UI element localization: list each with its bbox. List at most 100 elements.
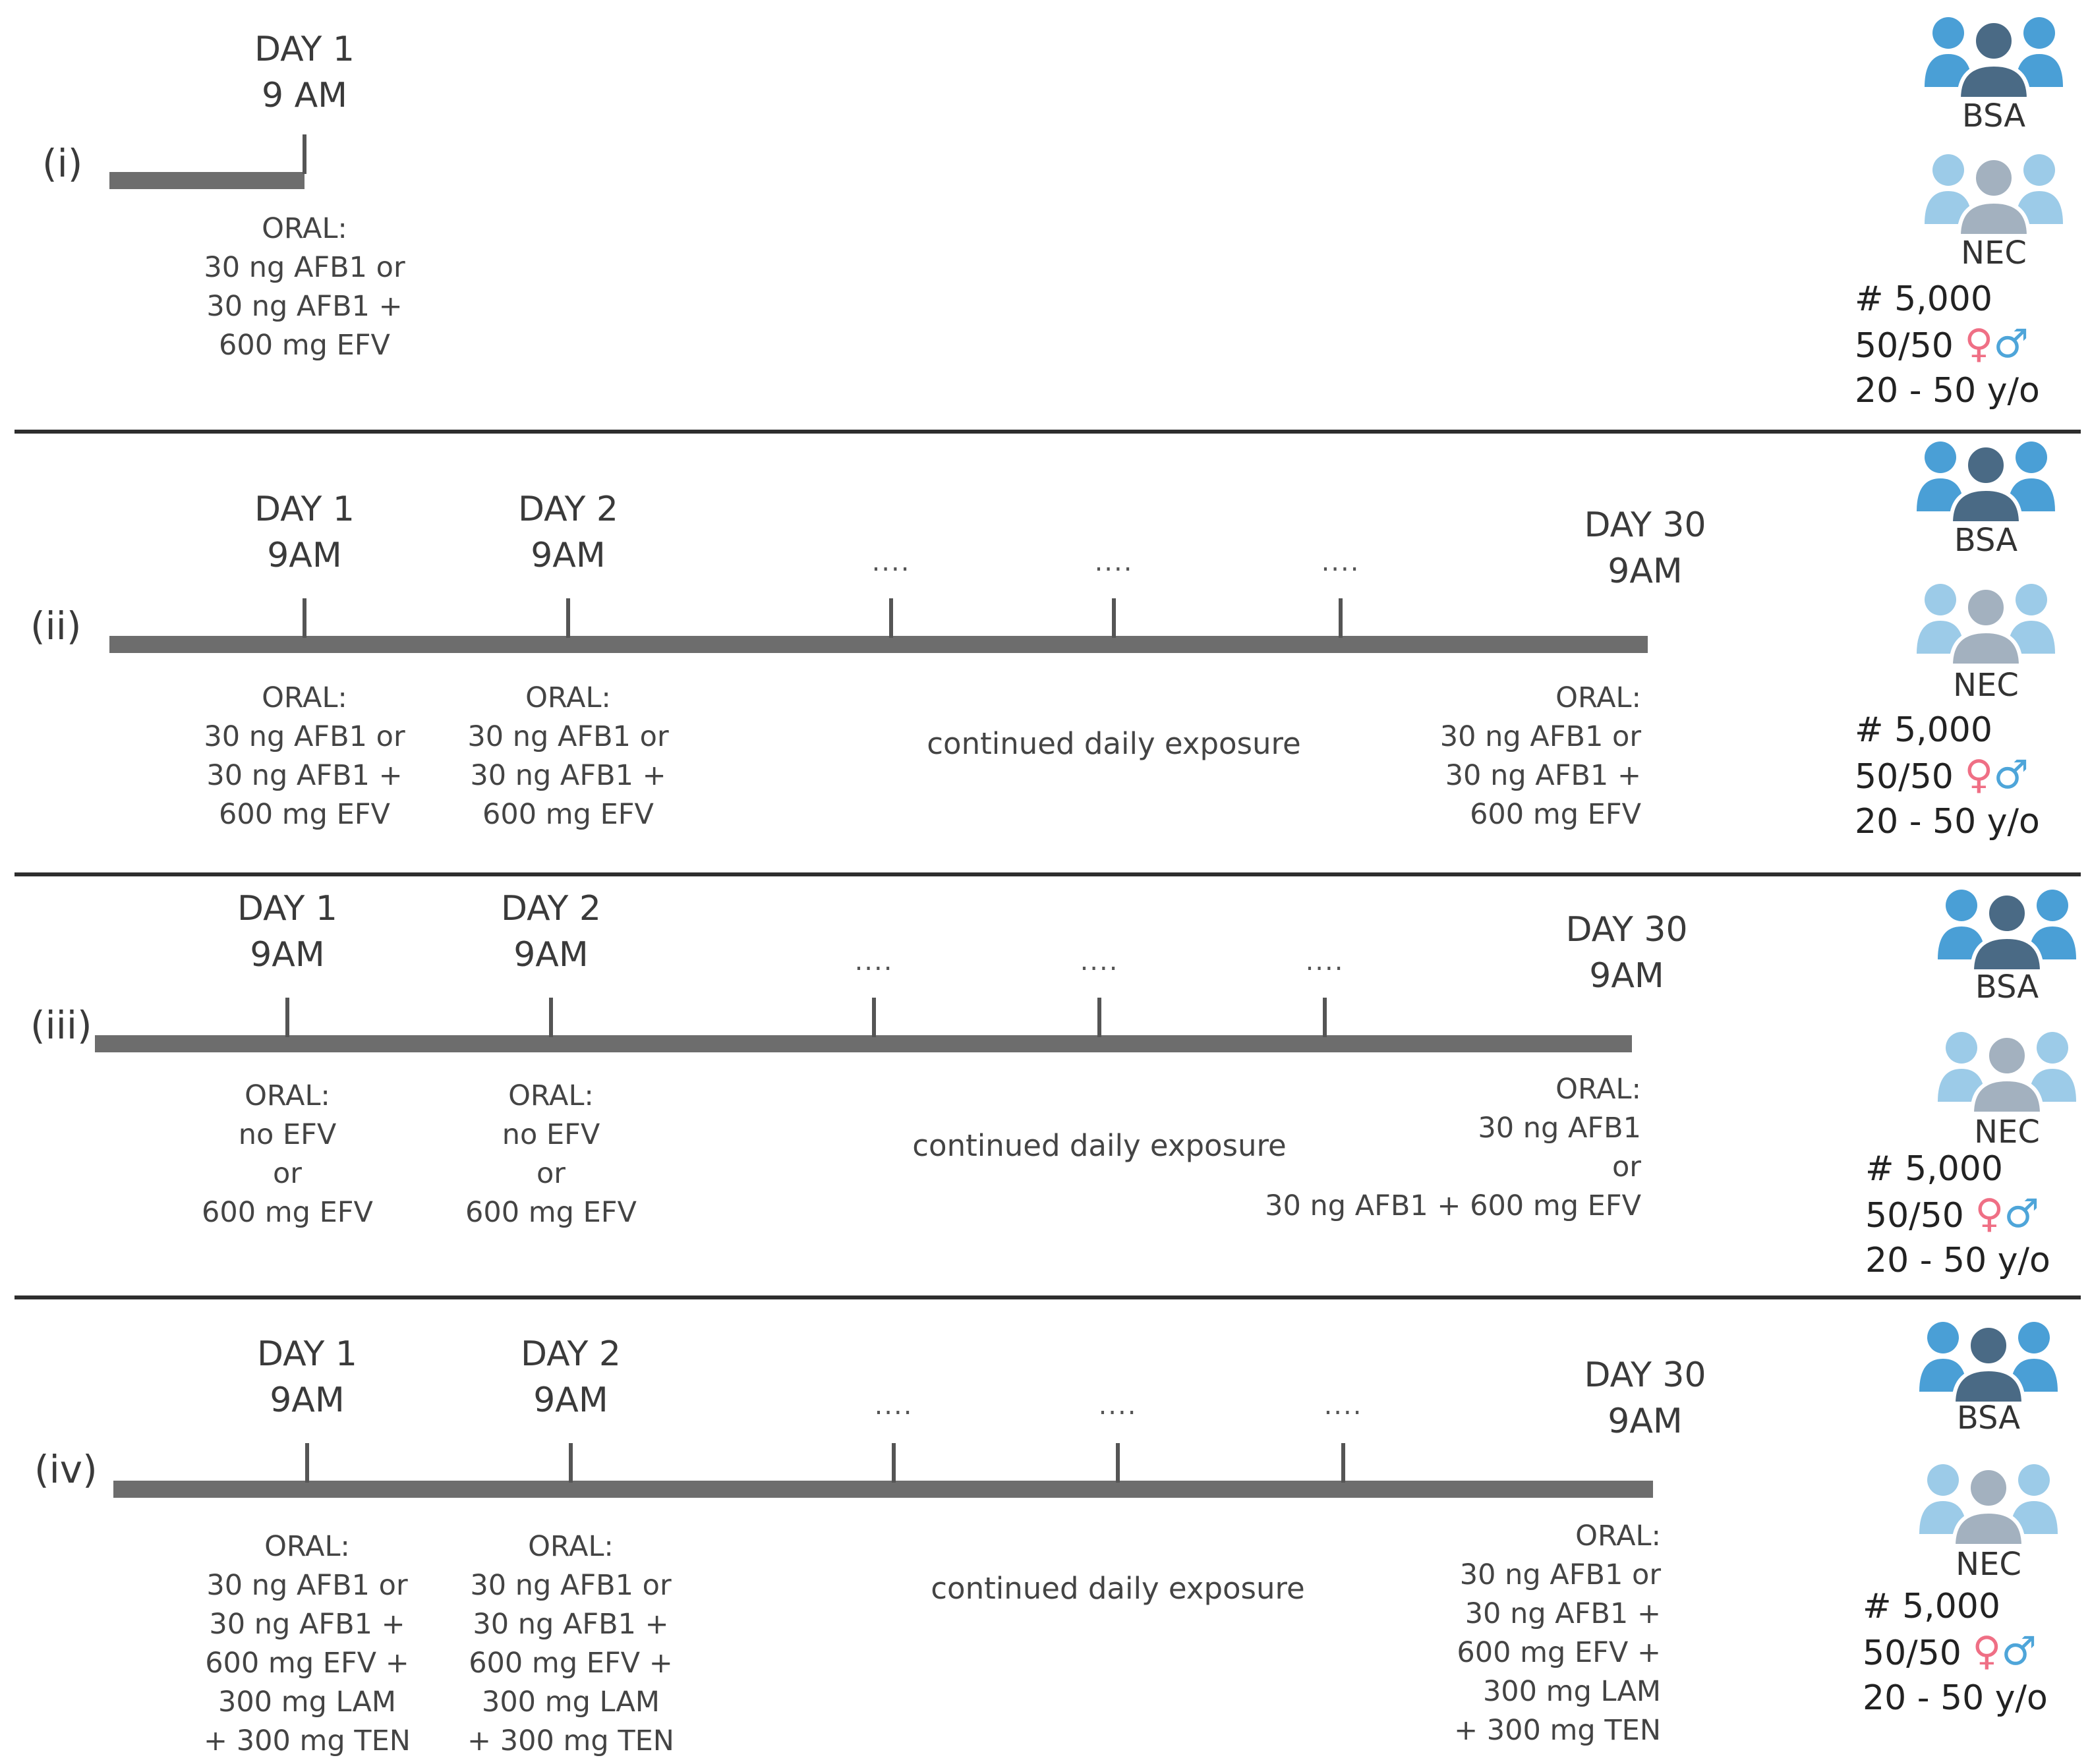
dose-block: ORAL: no EFV or 600 mg EFV bbox=[202, 1077, 373, 1232]
dose-block: ORAL: 30 ng AFB1 or 30 ng AFB1 + 600 mg EFV bbox=[204, 679, 405, 834]
female-symbol-icon: ♀ bbox=[1972, 1628, 2002, 1674]
timeline-tick bbox=[892, 1443, 896, 1483]
dose-line: ORAL: bbox=[1555, 681, 1641, 714]
day-time: 9 AM bbox=[261, 76, 348, 115]
dose-block: ORAL: 30 ng AFB1 or 30 ng AFB1 + 600 mg EFV bbox=[204, 210, 405, 365]
bsa-population-icon bbox=[1917, 441, 2055, 523]
bsa-population-icon bbox=[1938, 890, 2076, 971]
timeline-tick bbox=[1323, 998, 1327, 1037]
sex-ratio: 50/50 bbox=[1865, 1196, 1964, 1236]
nec-population-icon bbox=[1917, 584, 2055, 666]
day-number: DAY 1 bbox=[256, 1334, 358, 1374]
cohort-stats: # 5,000 50/50 ♀♂ 20 - 50 y/o bbox=[1865, 1147, 2050, 1283]
nec-population-icon bbox=[1925, 154, 2063, 236]
dose-line: ORAL: bbox=[528, 1530, 614, 1563]
continued-exposure-text: continued daily exposure bbox=[931, 1571, 1305, 1606]
dose-line: + 300 mg TEN bbox=[1454, 1714, 1661, 1747]
day-label: DAY 1 9 AM bbox=[254, 26, 355, 119]
dose-line: 600 mg EFV + bbox=[205, 1647, 409, 1680]
dose-line: 30 ng AFB1 or bbox=[1459, 1558, 1661, 1591]
dose-line: ORAL: bbox=[1575, 1520, 1661, 1552]
gap-marker: .... bbox=[1305, 946, 1345, 977]
dose-line: 300 mg LAM bbox=[218, 1686, 397, 1719]
age-range: 20 - 50 y/o bbox=[1855, 802, 2040, 841]
cohort-size: # 5,000 bbox=[1855, 710, 1992, 750]
dose-block: ORAL: 30 ng AFB1 or 30 ng AFB1 + 600 mg EFV… bbox=[467, 1527, 674, 1761]
day-time: 9AM bbox=[513, 935, 589, 975]
panel-label: (i) bbox=[42, 141, 83, 186]
timeline-tick bbox=[305, 1443, 309, 1483]
day-number: DAY 30 bbox=[1565, 910, 1688, 950]
sex-ratio-row: 50/50 ♀♂ bbox=[1855, 753, 2040, 799]
group-label-bsa: BSA bbox=[1956, 1400, 2021, 1437]
dose-line: 30 ng AFB1 + bbox=[209, 1608, 405, 1641]
day-time: 9AM bbox=[531, 536, 606, 575]
timeline-tick bbox=[1116, 1443, 1120, 1483]
panel-divider bbox=[15, 872, 2081, 876]
timeline-bar bbox=[113, 1481, 1653, 1498]
day-time: 9AM bbox=[533, 1380, 608, 1420]
timeline-tick bbox=[569, 1443, 573, 1483]
timeline-tick bbox=[1097, 998, 1101, 1037]
age-range: 20 - 50 y/o bbox=[1855, 371, 2040, 411]
gap-marker: .... bbox=[1080, 946, 1119, 977]
day-number: DAY 1 bbox=[254, 30, 355, 69]
dose-line: ORAL: bbox=[262, 212, 347, 245]
sex-ratio-row: 50/50 ♀♂ bbox=[1865, 1191, 2050, 1238]
day-label: DAY 1 9AM bbox=[254, 486, 355, 579]
dose-line: 30 ng AFB1 or bbox=[204, 720, 405, 753]
day-number: DAY 30 bbox=[1584, 505, 1706, 545]
dose-line: 300 mg LAM bbox=[1482, 1675, 1661, 1708]
female-symbol-icon: ♀ bbox=[1964, 321, 1994, 367]
day-time: 9AM bbox=[1608, 552, 1683, 591]
panel-divider bbox=[15, 430, 2081, 434]
panel-label: (iv) bbox=[34, 1447, 98, 1492]
day-label: DAY 2 9AM bbox=[501, 886, 601, 978]
dose-line: 600 mg EFV bbox=[219, 798, 390, 831]
dose-line: 30 ng AFB1 + bbox=[473, 1608, 669, 1641]
dose-line: 30 ng AFB1 + bbox=[470, 759, 666, 792]
cohort-size: # 5,000 bbox=[1855, 279, 1992, 319]
male-symbol-icon: ♂ bbox=[1993, 321, 2029, 367]
day-time: 9AM bbox=[270, 1380, 345, 1420]
day-label: DAY 1 9AM bbox=[237, 886, 337, 978]
dose-line: no EFV bbox=[238, 1118, 337, 1151]
continued-exposure-text: continued daily exposure bbox=[927, 726, 1301, 761]
group-label-nec: NEC bbox=[1974, 1114, 2040, 1151]
dose-block: ORAL: 30 ng AFB1 or 30 ng AFB1 + 600 mg EFV… bbox=[204, 1527, 411, 1761]
day-time: 9AM bbox=[250, 935, 325, 975]
cohort-stats: # 5,000 50/50 ♀♂ 20 - 50 y/o bbox=[1863, 1584, 2048, 1721]
gap-marker: .... bbox=[1098, 1390, 1138, 1421]
panel-divider bbox=[15, 1295, 2081, 1299]
day-number: DAY 1 bbox=[254, 490, 355, 529]
day-number: DAY 2 bbox=[517, 490, 619, 529]
dose-line: ORAL: bbox=[245, 1079, 330, 1112]
dose-line: 600 mg EFV bbox=[482, 798, 654, 831]
dose-line: 600 mg EFV bbox=[202, 1196, 373, 1229]
timeline-tick bbox=[1339, 598, 1343, 638]
timeline-tick bbox=[285, 998, 289, 1037]
panel-label: (ii) bbox=[30, 604, 82, 648]
cohort-size: # 5,000 bbox=[1865, 1149, 2003, 1189]
dose-block: ORAL: 30 ng AFB1 or 30 ng AFB1 + 600 mg EFV bbox=[467, 679, 668, 834]
group-label-bsa: BSA bbox=[1954, 522, 2018, 559]
dose-line: 600 mg EFV bbox=[465, 1196, 637, 1229]
panel-label: (iii) bbox=[30, 1003, 92, 1048]
dose-line: or bbox=[1612, 1151, 1641, 1183]
sex-ratio: 50/50 bbox=[1855, 326, 1954, 366]
dose-line: 300 mg LAM bbox=[481, 1686, 660, 1719]
timeline-tick bbox=[1112, 598, 1116, 638]
timeline-tick bbox=[872, 998, 876, 1037]
cohort-stats: # 5,000 50/50 ♀♂ 20 - 50 y/o bbox=[1855, 277, 2040, 413]
group-label-nec: NEC bbox=[1953, 667, 2019, 704]
group-label-nec: NEC bbox=[1956, 1546, 2021, 1583]
day-label: DAY 2 9AM bbox=[521, 1331, 621, 1423]
dose-line: 600 mg EFV bbox=[219, 329, 390, 362]
dose-line: + 300 mg TEN bbox=[204, 1724, 411, 1757]
timeline-bar bbox=[109, 172, 305, 189]
dose-line: 30 ng AFB1 or bbox=[1439, 720, 1641, 753]
dose-line: 30 ng AFB1 or bbox=[204, 251, 405, 284]
bsa-population-icon bbox=[1919, 1322, 2058, 1404]
nec-population-icon bbox=[1919, 1464, 2058, 1546]
day-label: DAY 1 9AM bbox=[257, 1331, 357, 1423]
